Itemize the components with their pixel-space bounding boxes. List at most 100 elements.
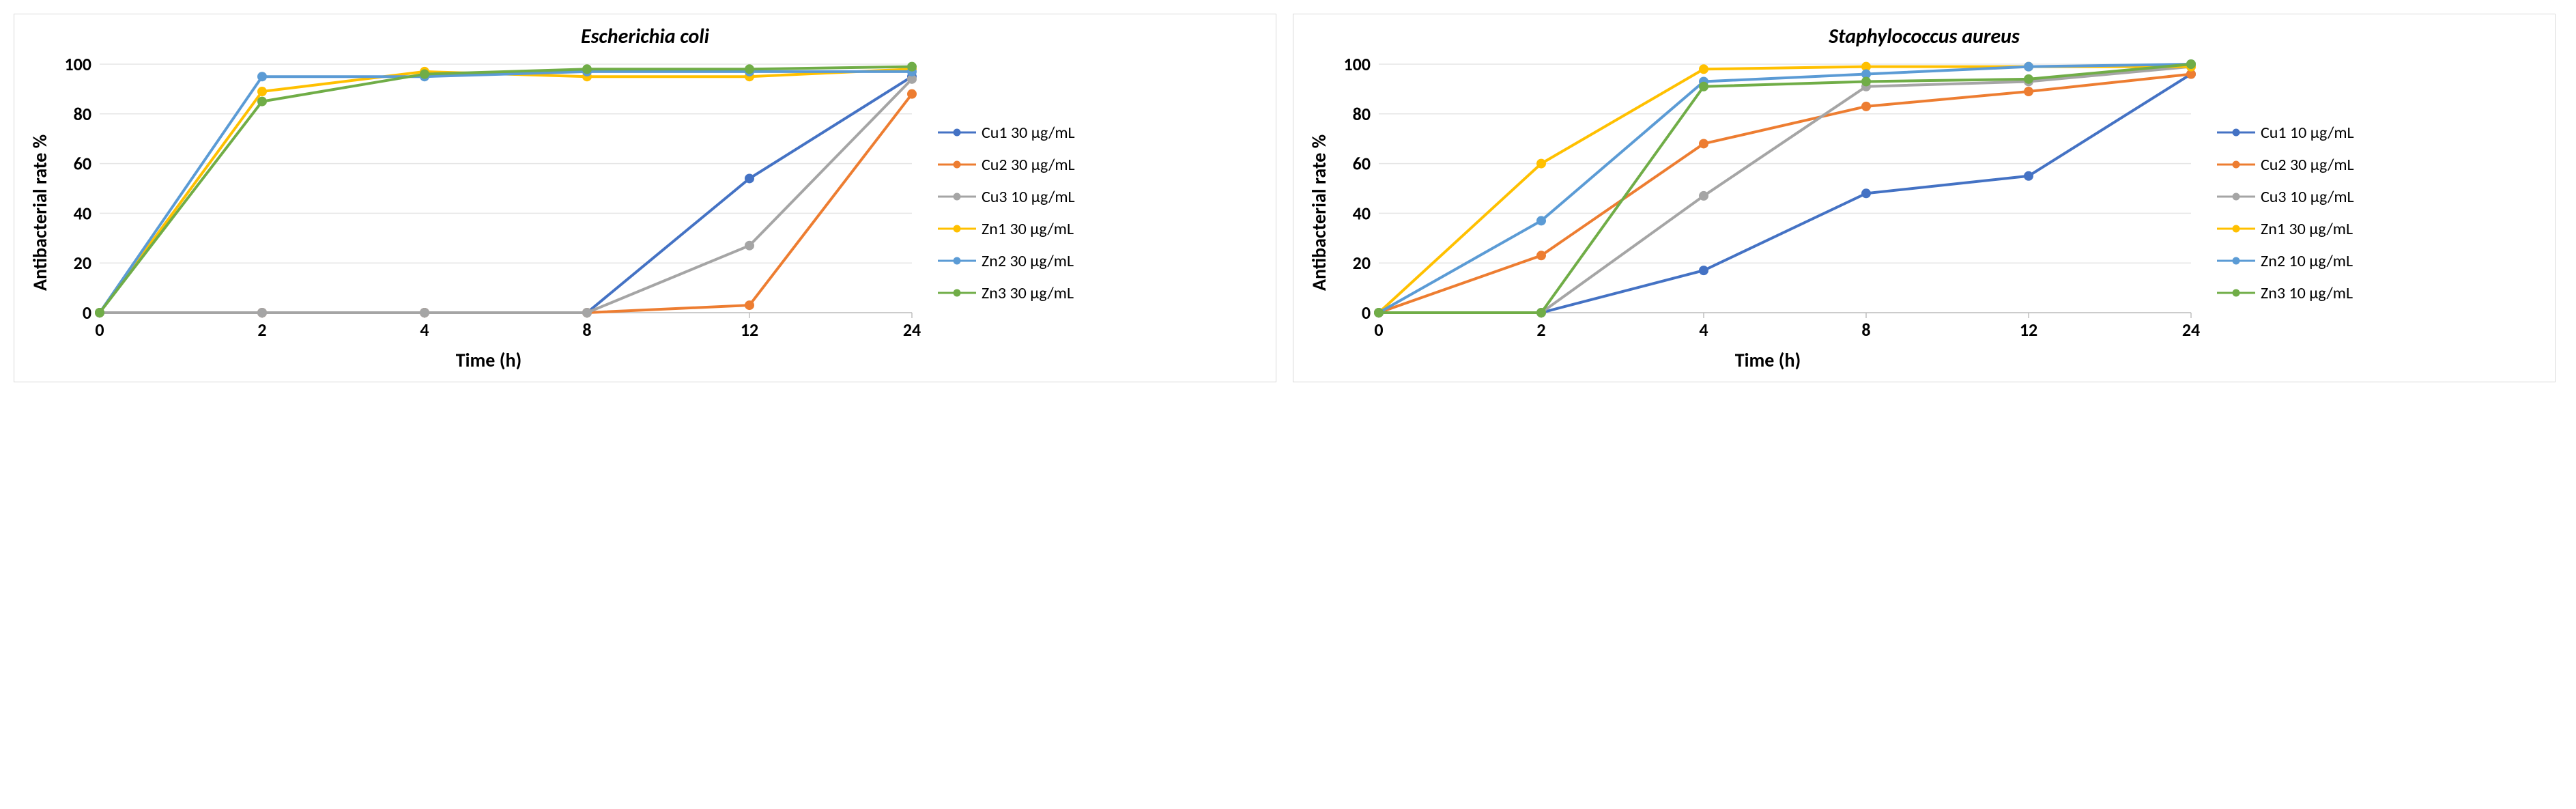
y-tick-label: 80 xyxy=(74,103,91,125)
series-line xyxy=(100,67,912,313)
legend-item: Cu2 30 µg/mL xyxy=(938,155,1075,175)
legend-item: Zn2 30 µg/mL xyxy=(938,251,1075,271)
legend-swatch xyxy=(2217,156,2255,173)
series-marker xyxy=(257,72,267,81)
legend-swatch xyxy=(938,188,976,205)
chart-panel: Escherichia coliAntibacterial rate %0204… xyxy=(14,14,1276,382)
legend-swatch xyxy=(938,253,976,269)
y-tick-label: 40 xyxy=(74,202,91,224)
x-tick-label: 24 xyxy=(903,319,921,341)
chart-body: Antibacterial rate %02040608010002481224… xyxy=(1303,53,2545,372)
legend-marker-icon xyxy=(2233,129,2240,137)
series-marker xyxy=(1536,159,1546,169)
legend: Cu1 30 µg/mL Cu2 30 µg/mL Cu3 10 µg/mL Zn1 … xyxy=(926,53,1075,372)
x-tick-label: 12 xyxy=(741,319,758,341)
chart-plot: 02040608010002481224 xyxy=(1331,53,2205,347)
series-line xyxy=(1379,74,2191,313)
x-tick-label: 2 xyxy=(257,319,266,341)
y-tick-label: 20 xyxy=(74,252,91,274)
legend-swatch xyxy=(938,285,976,301)
series-line xyxy=(100,76,912,313)
series-marker xyxy=(95,308,104,317)
chart-body: Antibacterial rate %02040608010002481224… xyxy=(24,53,1266,372)
series-marker xyxy=(745,300,754,310)
chart-title: Staphylococcus aureus xyxy=(1303,24,2545,49)
y-tick-label: 100 xyxy=(64,53,91,75)
legend-label: Zn3 10 µg/mL xyxy=(2261,283,2353,303)
legend-marker-icon xyxy=(954,129,961,137)
legend-marker-icon xyxy=(954,289,961,297)
legend-label: Cu1 10 µg/mL xyxy=(2261,123,2354,143)
series-marker xyxy=(582,64,592,74)
legend-item: Cu1 10 µg/mL xyxy=(2217,123,2354,143)
y-axis-label: Antibacterial rate % xyxy=(24,53,52,372)
legend: Cu1 10 µg/mL Cu2 30 µg/mL Cu3 10 µg/mL Zn1 … xyxy=(2205,53,2354,372)
legend-label: Cu1 30 µg/mL xyxy=(982,123,1075,143)
x-tick-label: 24 xyxy=(2182,319,2200,341)
legend-marker-icon xyxy=(954,257,961,265)
x-tick-label: 8 xyxy=(1861,319,1870,341)
chart-plot: 02040608010002481224 xyxy=(52,53,926,347)
legend-item: Cu1 30 µg/mL xyxy=(938,123,1075,143)
x-tick-label: 8 xyxy=(582,319,591,341)
series-marker xyxy=(257,87,267,96)
legend-item: Zn2 10 µg/mL xyxy=(2217,251,2354,271)
x-tick-label: 4 xyxy=(1699,319,1708,341)
legend-item: Zn3 30 µg/mL xyxy=(938,283,1075,303)
y-tick-label: 60 xyxy=(1353,153,1371,175)
legend-label: Cu3 10 µg/mL xyxy=(2261,187,2354,207)
x-axis-label: Time (h) xyxy=(1331,348,2205,372)
series-marker xyxy=(1699,266,1708,275)
chart-title: Escherichia coli xyxy=(24,24,1266,49)
plot-wrap: 02040608010002481224Time (h) xyxy=(52,53,926,372)
series-marker xyxy=(420,308,429,317)
series-marker xyxy=(1861,188,1871,198)
series-line xyxy=(1379,74,2191,313)
legend-label: Zn1 30 µg/mL xyxy=(2261,219,2353,239)
series-line xyxy=(1379,67,2191,313)
legend-label: Cu3 10 µg/mL xyxy=(982,187,1075,207)
legend-marker-icon xyxy=(954,193,961,201)
series-marker xyxy=(745,173,754,183)
series-marker xyxy=(1699,139,1708,148)
legend-label: Zn3 30 µg/mL xyxy=(982,283,1074,303)
series-marker xyxy=(1861,102,1871,111)
legend-swatch xyxy=(2217,124,2255,141)
legend-marker-icon xyxy=(954,225,961,233)
x-tick-label: 4 xyxy=(420,319,429,341)
series-line xyxy=(1379,64,2191,313)
y-tick-label: 20 xyxy=(1353,252,1371,274)
legend-swatch xyxy=(938,156,976,173)
legend-swatch xyxy=(2217,253,2255,269)
series-marker xyxy=(2186,59,2196,69)
series-marker xyxy=(420,70,429,79)
legend-label: Zn2 10 µg/mL xyxy=(2261,251,2353,271)
legend-marker-icon xyxy=(2233,225,2240,233)
series-marker xyxy=(745,241,754,251)
y-tick-label: 60 xyxy=(74,153,91,175)
series-marker xyxy=(2024,62,2033,72)
series-marker xyxy=(257,97,267,107)
legend-item: Zn3 10 µg/mL xyxy=(2217,283,2354,303)
plot-wrap: 02040608010002481224Time (h) xyxy=(1331,53,2205,372)
legend-label: Cu2 30 µg/mL xyxy=(2261,155,2354,175)
legend-swatch xyxy=(2217,285,2255,301)
legend-label: Zn1 30 µg/mL xyxy=(982,219,1074,239)
series-line xyxy=(100,69,912,313)
x-tick-label: 2 xyxy=(1536,319,1545,341)
series-marker xyxy=(1699,191,1708,201)
y-tick-label: 40 xyxy=(1353,202,1371,224)
legend-item: Zn1 30 µg/mL xyxy=(938,219,1075,239)
y-axis-label: Antibacterial rate % xyxy=(1303,53,1331,372)
series-marker xyxy=(907,89,917,99)
legend-item: Cu3 10 µg/mL xyxy=(2217,187,2354,207)
legend-item: Cu3 10 µg/mL xyxy=(938,187,1075,207)
legend-marker-icon xyxy=(2233,289,2240,297)
series-marker xyxy=(1536,308,1546,317)
series-line xyxy=(1379,64,2191,313)
series-marker xyxy=(1536,216,1546,225)
legend-item: Cu2 30 µg/mL xyxy=(2217,155,2354,175)
series-line xyxy=(1379,67,2191,313)
y-tick-label: 0 xyxy=(1362,302,1371,324)
series-marker xyxy=(1374,308,1384,317)
